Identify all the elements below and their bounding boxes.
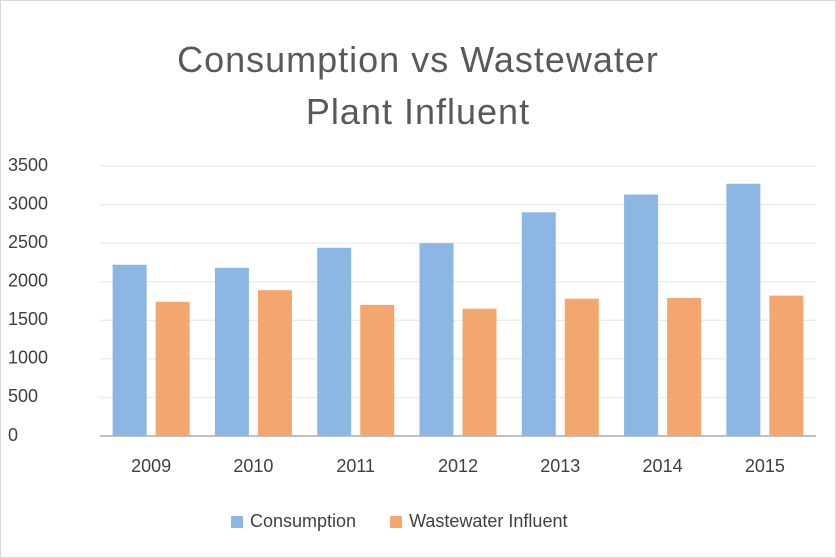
bar [667,297,702,436]
y-tick-label: 1500 [8,309,48,329]
x-tick-label: 2013 [540,456,580,476]
bar [419,243,454,436]
x-tick-label: 2012 [438,456,478,476]
x-tick-label: 2010 [233,456,273,476]
bar [360,304,395,436]
y-tick-label: 0 [8,425,18,445]
y-tick-label: 1000 [8,348,48,368]
x-tick-label: 2011 [336,456,375,476]
x-tick-label: 2015 [745,456,785,476]
y-tick-label: 3000 [8,193,48,213]
legend-swatch [390,516,403,528]
bar [564,298,599,436]
y-tick-label: 2500 [8,232,48,252]
legend-swatch [231,516,243,528]
x-tick-label: 2009 [131,456,171,476]
y-tick-label: 3500 [8,155,48,175]
bar [214,267,249,436]
x-tick-label: 2014 [643,456,683,476]
bar [462,308,497,436]
bar [112,264,147,436]
bar [317,247,352,436]
legend-label: Consumption [250,511,356,531]
bar [155,301,190,436]
y-tick-label: 2000 [8,270,48,290]
bar [257,290,292,436]
chart-title: Consumption vs Wastewater Plant Influent [177,39,659,132]
y-tick-label: 500 [8,386,38,406]
bar [624,194,659,436]
bar [769,295,804,436]
bar [726,183,761,436]
legend-label: Wastewater Influent [409,511,567,531]
bar [521,212,556,436]
